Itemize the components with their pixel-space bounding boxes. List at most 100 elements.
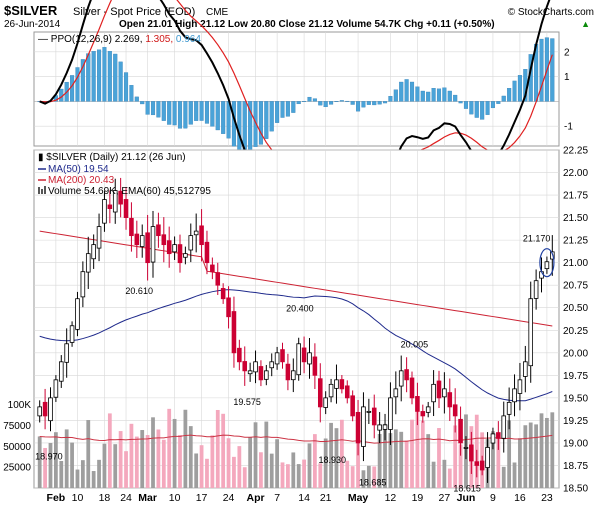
volume-bar [318, 463, 323, 488]
ppo-histogram-bar [91, 51, 96, 102]
price-candle [123, 187, 129, 230]
volume-bar [420, 420, 425, 488]
volume-bar [259, 452, 263, 488]
price-candle [220, 283, 226, 304]
price-candle [161, 217, 167, 263]
ppo-histogram-bar [361, 101, 366, 108]
ppo-histogram-bar [113, 53, 118, 102]
price-candle [204, 230, 210, 275]
price-candle [129, 202, 134, 252]
price-candle [420, 404, 426, 423]
price-legend: ▮ $SILVER (Daily) 21.12 (26 Jun) MA(50) … [38, 152, 211, 197]
ppo-histogram-bar [307, 96, 312, 102]
volume-bar [70, 442, 74, 488]
price-candle [496, 421, 501, 450]
price-candle [42, 388, 48, 430]
volume-bar [437, 428, 441, 488]
ppo-histogram-bar [463, 101, 469, 109]
volume-ema-line [39, 434, 553, 444]
ppo-histogram-bar [97, 49, 102, 102]
price-candle [517, 362, 523, 411]
ppo-histogram-bar [382, 101, 388, 104]
x-tick-label: 24 [223, 492, 235, 504]
volume-bar [161, 439, 166, 488]
price-candle [291, 358, 296, 393]
ppo-histogram-bar [269, 101, 274, 132]
volume-bar [172, 418, 177, 488]
ppo-histogram-bar [194, 101, 199, 121]
x-tick-label: 16 [514, 492, 526, 504]
ppo-histogram-bar [118, 61, 123, 102]
price-annotation: 20.610 [125, 286, 153, 296]
x-tick-label: Mar [138, 492, 157, 504]
x-tick-label: Feb [47, 492, 66, 504]
volume-bar [167, 408, 172, 488]
volume-bar [129, 423, 134, 488]
price-candle [96, 213, 102, 262]
last-price-highlight [539, 248, 555, 278]
ppo-histogram-bar [296, 101, 301, 105]
ppo-histogram-bar [409, 81, 415, 102]
volume-bar [312, 434, 317, 488]
ppo-histogram-bar [258, 101, 263, 145]
x-tick-label: 18 [99, 492, 111, 504]
price-candle [415, 382, 420, 426]
ppo-tick-label: 1 [564, 72, 570, 83]
price-candle [193, 213, 199, 253]
volume-bar [399, 431, 404, 488]
price-candle [458, 406, 463, 456]
volume-bar [53, 432, 58, 488]
price-annotation: 18.930 [318, 455, 346, 465]
volume-bar [253, 422, 258, 488]
ppo-histogram-bar [323, 101, 328, 108]
price-candle [107, 190, 113, 224]
price-tick-label: 21.50 [563, 213, 588, 224]
price-candle [479, 455, 485, 476]
volume-bar [291, 452, 296, 488]
ppo-histogram-bar [458, 101, 463, 104]
ppo-histogram-bar [75, 67, 80, 102]
price-candle [112, 178, 118, 224]
ppo-histogram-bar [474, 101, 479, 118]
price-candle [436, 370, 442, 409]
volume-bar [86, 420, 91, 488]
volume-bar [296, 464, 301, 488]
ma200-line [39, 230, 553, 327]
x-tick-label: 9 [490, 492, 496, 504]
ppo-histogram-bar [420, 90, 425, 102]
price-candle [258, 360, 264, 387]
price-candle [247, 362, 253, 382]
chart-instrument-name: Silver - Spot Price (EOD) [73, 6, 195, 18]
ppo-histogram-bar [550, 38, 555, 102]
ppo-histogram-bar [496, 101, 501, 104]
price-candle [118, 177, 123, 218]
price-candle [447, 378, 453, 421]
price-candle [280, 342, 285, 369]
x-tick-label: 7 [274, 492, 280, 504]
volume-legend-label: Volume 54.69K, EMA(60) 45,512795 [48, 186, 211, 197]
x-tick-label: Apr [246, 492, 264, 504]
price-annotation: 18.615 [453, 484, 481, 494]
price-tick-label: 21.75 [563, 191, 588, 202]
ppo-histogram-bar [339, 100, 344, 102]
volume-bar [215, 409, 220, 488]
price-candle [350, 390, 355, 422]
volume-bar [156, 429, 161, 488]
price-candle [485, 432, 490, 483]
ppo-histogram-bar [161, 101, 166, 121]
volume-bar [286, 464, 290, 488]
ppo-histogram-bar [350, 101, 355, 105]
volume-bar [507, 420, 512, 488]
ppo-histogram-bar [442, 87, 447, 102]
price-candle [75, 291, 80, 337]
chart-exchange: CME [206, 7, 229, 18]
price-candle [215, 262, 221, 295]
x-tick-label: 10 [72, 492, 84, 504]
volume-bar [550, 412, 555, 488]
volume-bar [107, 413, 112, 488]
volume-bar [280, 462, 285, 488]
volume-bar [134, 436, 139, 488]
ppo-histogram-bar [291, 101, 296, 113]
ppo-histogram-bar [140, 101, 145, 105]
price-tick-label: 20.00 [563, 348, 588, 359]
